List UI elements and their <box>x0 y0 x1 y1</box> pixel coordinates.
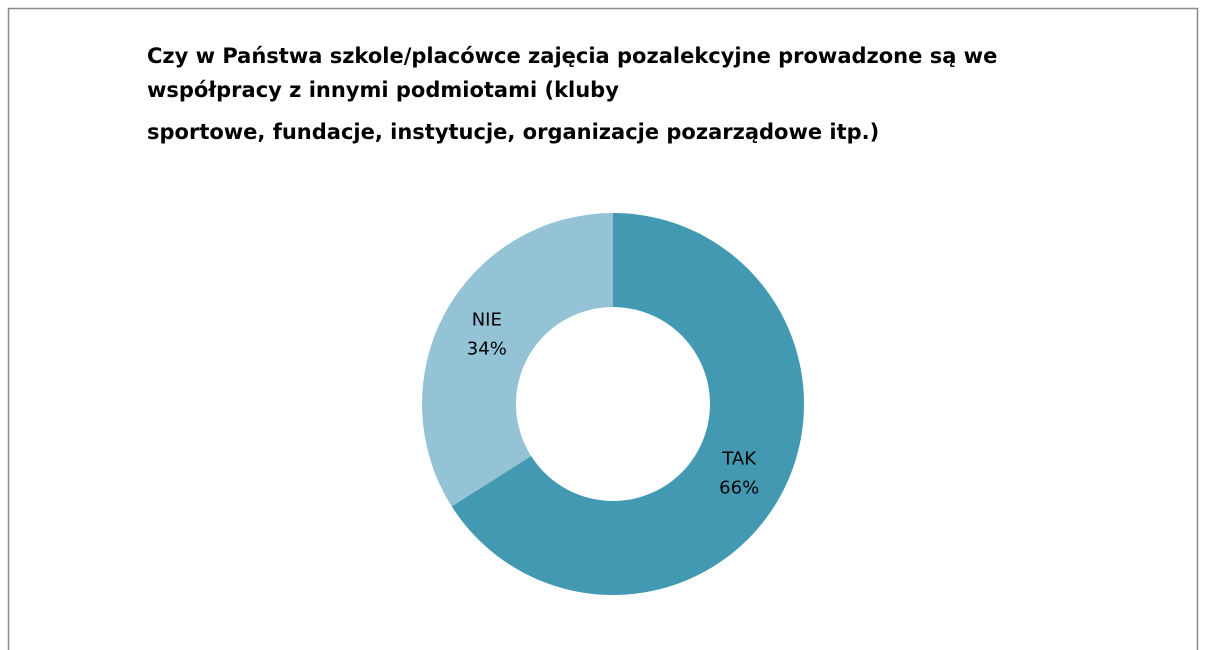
data-label-name: TAK <box>721 448 757 469</box>
chart-title: Czy w Państwa szkole/placówce zajęcia po… <box>147 44 997 68</box>
donut-segment <box>422 213 613 507</box>
data-label-value: 66% <box>719 477 759 498</box>
donut-segment <box>451 213 804 596</box>
data-label-value: 34% <box>467 339 507 360</box>
chart-title: sportowe, fundacje, instytucje, organiza… <box>147 120 879 144</box>
chart-frame <box>7 7 1199 650</box>
data-label-name: NIE <box>472 310 502 331</box>
chart-title: współpracy z innymi podmiotami (kluby <box>147 78 619 102</box>
